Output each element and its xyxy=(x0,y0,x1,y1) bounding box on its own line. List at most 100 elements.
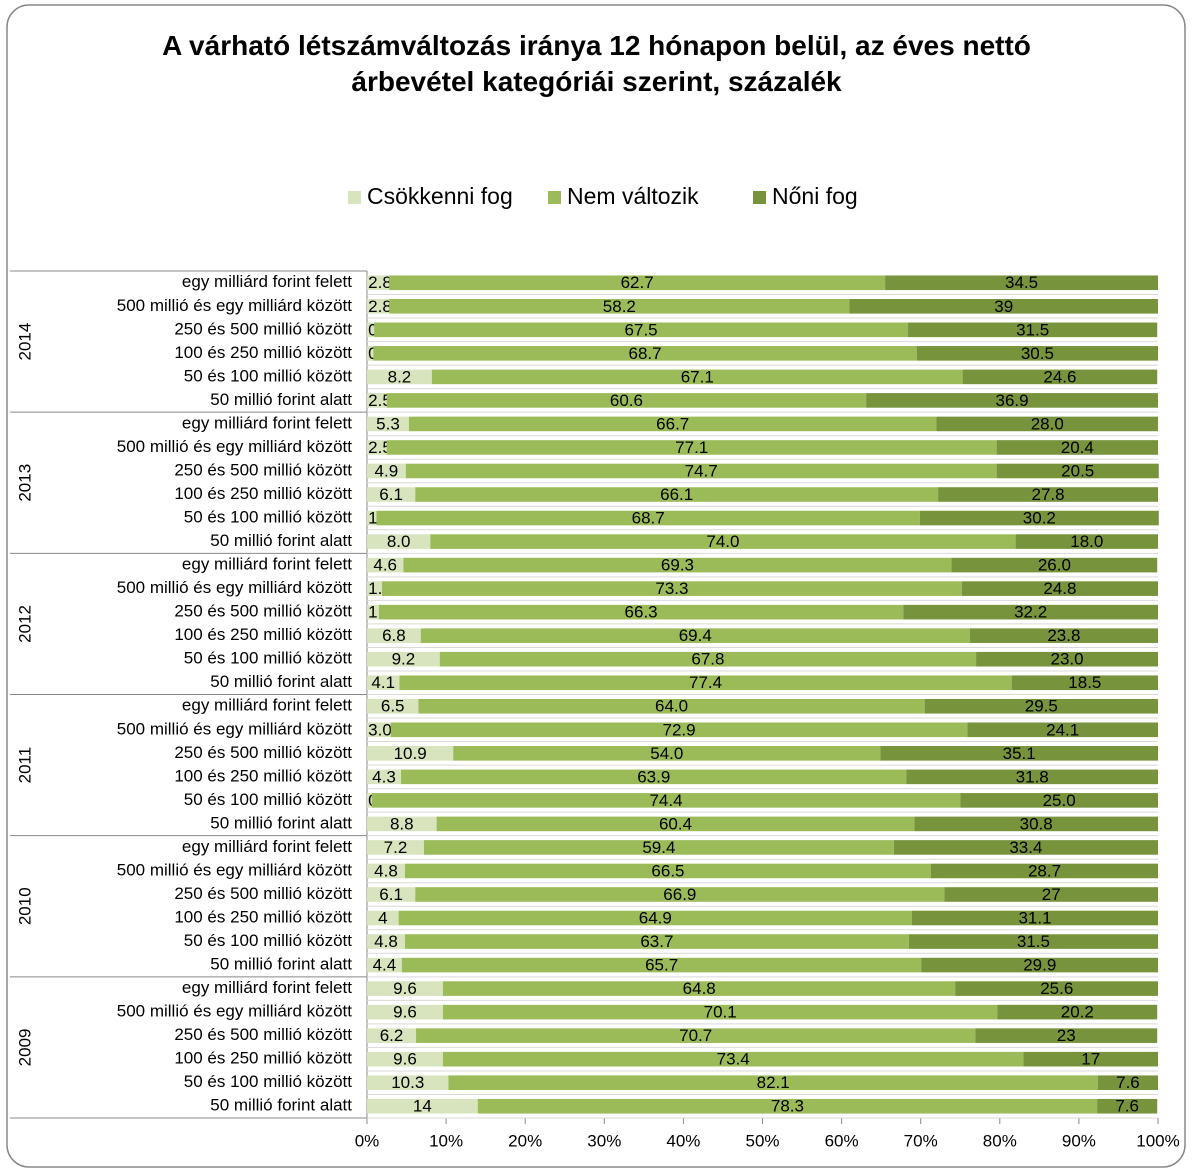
y-tick-label: 500 millió és egy milliárd között xyxy=(117,719,353,738)
y-tick-label: 250 és 500 millió között xyxy=(174,319,352,338)
data-label: 2.8 xyxy=(368,297,392,316)
bar-segment xyxy=(893,840,1158,855)
bar-segment xyxy=(367,675,400,691)
bar-segment xyxy=(367,557,404,573)
bar-segment xyxy=(367,393,387,408)
bar-segment xyxy=(367,534,431,549)
bar-segment xyxy=(951,557,1158,573)
y-tick-label: 50 millió forint alatt xyxy=(210,1096,352,1115)
bar-segment xyxy=(442,981,956,996)
group-label: 2009 xyxy=(15,1029,34,1067)
data-label: 66.5 xyxy=(651,861,684,880)
data-label: 14 xyxy=(413,1097,432,1116)
y-tick-label: 50 millió forint alatt xyxy=(210,672,352,691)
data-label: 27 xyxy=(1042,885,1061,904)
bar-segment xyxy=(962,369,1158,385)
bar-segment xyxy=(367,275,390,291)
bar-segment xyxy=(386,393,867,408)
data-label: 20.2 xyxy=(1061,1003,1094,1022)
group-label: 2012 xyxy=(15,605,34,643)
bar-segment xyxy=(373,346,917,361)
bar-segment xyxy=(367,957,402,973)
y-tick-label: 100 és 250 millió között xyxy=(174,625,352,644)
y-tick-label: 250 és 500 millió között xyxy=(174,743,352,762)
bar-segment xyxy=(955,981,1158,996)
bar-segment xyxy=(442,1004,998,1020)
bar-segment xyxy=(1015,534,1158,549)
data-label: 64.8 xyxy=(683,979,716,998)
bar-segment xyxy=(430,534,1016,549)
bar-segment xyxy=(997,1004,1158,1020)
bar-segment xyxy=(386,440,997,455)
data-label: 74.7 xyxy=(685,461,718,480)
data-label: 4.1 xyxy=(371,673,395,692)
data-label: 67.8 xyxy=(691,650,724,669)
data-label: 20.5 xyxy=(1061,461,1094,480)
bar-segment xyxy=(477,1098,1098,1114)
bar-segment xyxy=(367,416,409,432)
data-label: 4.9 xyxy=(375,461,399,480)
data-label: 74.4 xyxy=(649,791,682,810)
bar-segment xyxy=(453,746,881,761)
data-label: 31.5 xyxy=(1016,320,1049,339)
bar-segment xyxy=(921,957,1158,973)
x-tick-label: 100% xyxy=(1136,1131,1179,1150)
data-label: 10.3 xyxy=(391,1073,424,1092)
bar-segment xyxy=(367,463,406,479)
y-tick-label: egy milliárd forint felett xyxy=(182,413,352,432)
bar-segment xyxy=(390,722,968,738)
bar-segment xyxy=(367,581,383,596)
data-label: 9.6 xyxy=(393,979,417,998)
y-tick-label: 50 és 100 millió között xyxy=(184,649,352,668)
data-label: 10.9 xyxy=(394,744,427,763)
x-tick-label: 70% xyxy=(904,1131,938,1150)
bar-segment xyxy=(367,722,391,738)
data-label: 32.2 xyxy=(1014,603,1047,622)
group-label: 2011 xyxy=(15,747,34,784)
data-label: 2.8 xyxy=(368,273,392,292)
x-tick-label: 20% xyxy=(508,1131,542,1150)
data-label: 73.3 xyxy=(655,579,688,598)
y-tick-label: 100 és 250 millió között xyxy=(174,484,352,503)
y-tick-label: 500 millió és egy milliárd között xyxy=(117,860,353,879)
data-label: 68.7 xyxy=(628,344,661,363)
bar-segment xyxy=(975,1028,1158,1043)
x-tick-label: 30% xyxy=(587,1131,621,1150)
bar-segment xyxy=(976,651,1158,667)
data-label: 68.7 xyxy=(632,509,665,528)
data-label: 3.0 xyxy=(368,720,392,739)
bar-segment xyxy=(415,487,939,502)
bar-segment xyxy=(903,604,1158,620)
bar-segment xyxy=(367,628,421,643)
legend-swatch xyxy=(548,191,561,204)
y-tick-label: egy milliárd forint felett xyxy=(182,272,352,291)
bar-segment xyxy=(404,934,909,949)
data-label: 18.5 xyxy=(1068,673,1101,692)
bar-segment xyxy=(367,910,399,926)
data-label: 5.3 xyxy=(376,414,400,433)
bar-segment xyxy=(420,628,970,643)
bar-segment xyxy=(367,981,443,996)
data-label: 24.6 xyxy=(1043,367,1076,386)
legend-swatch xyxy=(753,191,766,204)
bar-segment xyxy=(961,581,1158,596)
data-label: 24.8 xyxy=(1043,579,1076,598)
data-label: 17 xyxy=(1081,1050,1100,1069)
data-label: 72.9 xyxy=(663,720,696,739)
data-label: 4.3 xyxy=(372,767,396,786)
y-tick-label: 50 és 100 millió között xyxy=(184,1072,352,1091)
bar-segment xyxy=(880,746,1158,761)
bar-segment xyxy=(1023,1051,1158,1067)
data-label: 29.9 xyxy=(1023,956,1056,975)
data-label: 67.1 xyxy=(681,367,714,386)
data-label: 2.5 xyxy=(368,438,392,457)
bar-segment xyxy=(439,651,977,667)
bar-segment xyxy=(401,957,922,973)
data-label: 31.5 xyxy=(1017,932,1050,951)
data-label: 60.6 xyxy=(610,391,643,410)
bar-segment xyxy=(924,698,1158,714)
bar-segment xyxy=(908,934,1158,949)
y-tick-label: 50 millió forint alatt xyxy=(210,531,352,550)
bar-segment xyxy=(936,416,1158,432)
bar-segment xyxy=(906,769,1158,785)
